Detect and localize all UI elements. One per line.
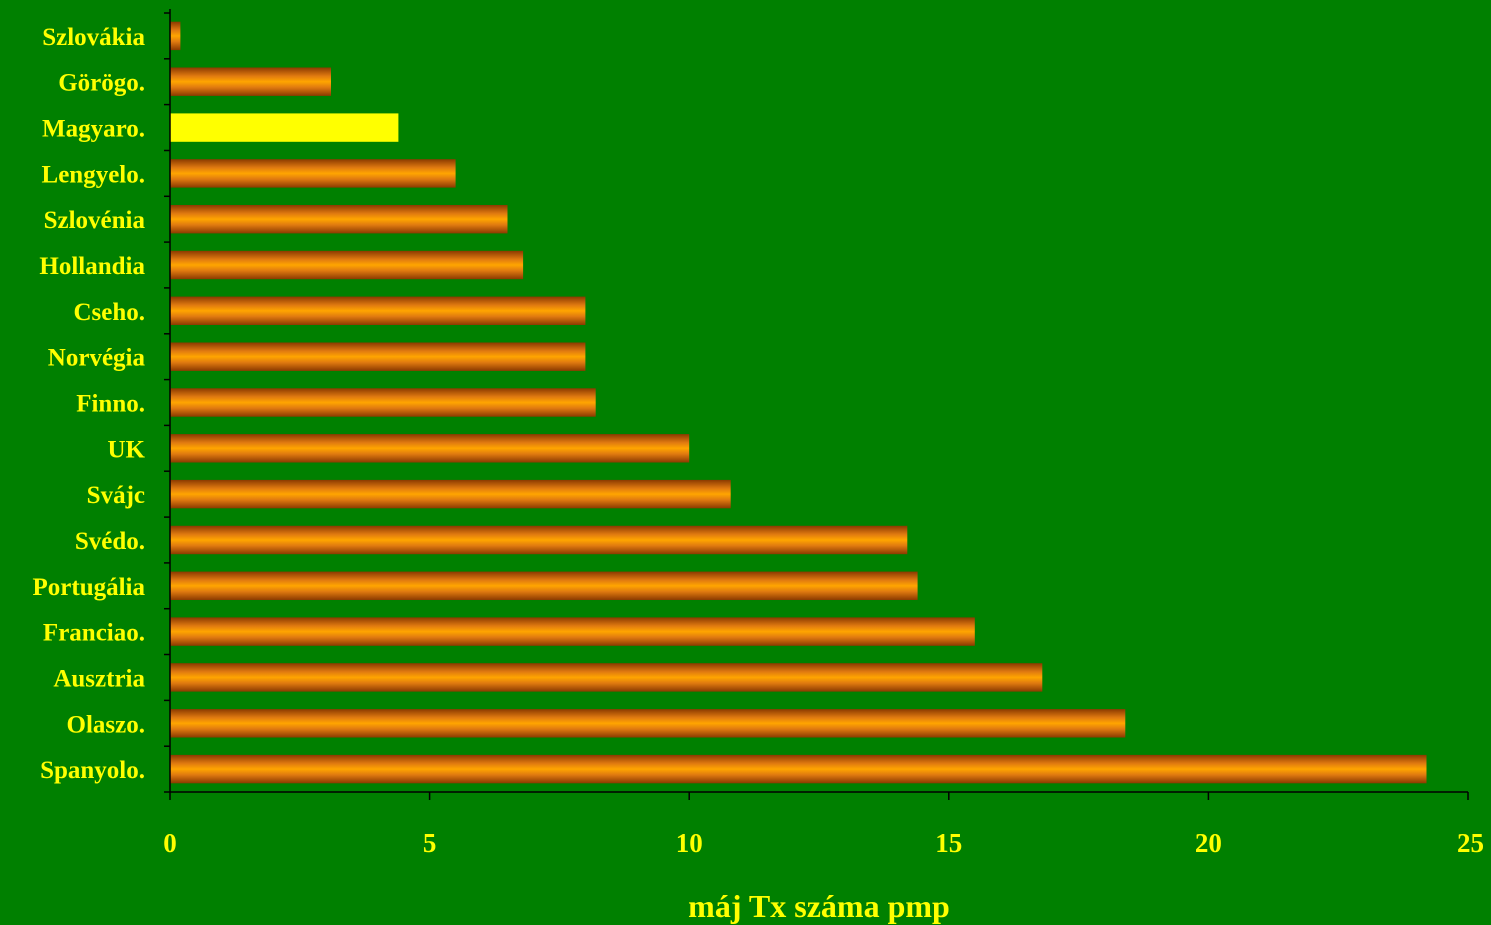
x-tick-label-2: 10 [676, 828, 703, 858]
category-label-11: Svédo. [75, 528, 145, 555]
x-axis-title: máj Tx száma pmp [688, 888, 950, 924]
bar-13 [170, 617, 975, 646]
category-label-8: Finno. [76, 391, 145, 418]
bar-4 [170, 205, 508, 234]
bar-16 [170, 754, 1427, 784]
bar-10 [170, 479, 731, 509]
category-label-1: Görögo. [58, 70, 145, 97]
category-label-3: Lengyelo. [42, 161, 145, 188]
category-label-9: UK [108, 436, 146, 463]
category-label-14: Ausztria [53, 665, 145, 692]
bar-9 [170, 434, 690, 463]
bar-1 [170, 67, 331, 96]
bars-layer [170, 21, 1427, 784]
x-tick-labels: 0 5 10 15 20 25 [163, 828, 1484, 858]
category-label-7: Norvégia [48, 345, 146, 372]
bar-8 [170, 388, 596, 417]
bar-6 [170, 296, 586, 325]
x-tick-label-4: 20 [1195, 828, 1222, 858]
category-label-5: Hollandia [39, 253, 145, 280]
category-label-6: Cseho. [73, 299, 145, 326]
bar-11 [170, 525, 908, 555]
category-label-15: Olaszo. [67, 711, 145, 738]
bar-2 [170, 113, 399, 142]
category-label-13: Franciao. [43, 620, 145, 647]
bar-0 [170, 21, 181, 51]
bar-3 [170, 159, 456, 188]
category-label-12: Portugália [33, 574, 146, 601]
x-tick-label-3: 15 [935, 828, 962, 858]
category-label-0: Szlovákia [42, 24, 145, 51]
x-tick-label-5: 25 [1457, 828, 1484, 858]
category-label-2: Magyaro. [42, 116, 145, 143]
bar-15 [170, 709, 1126, 738]
category-labels: Szlovákia Görögo. Magyaro. Lengyelo. Szlovén… [33, 24, 146, 784]
category-label-16: Spanyolo. [40, 757, 145, 784]
x-tick-label-0: 0 [163, 828, 177, 858]
bar-12 [170, 571, 918, 600]
axes-layer [164, 9, 1469, 800]
bar-5 [170, 250, 524, 280]
category-label-10: Svájc [87, 482, 145, 509]
x-tick-label-1: 5 [423, 828, 437, 858]
bar-7 [170, 342, 586, 371]
category-label-4: Szlovénia [44, 207, 146, 234]
bar-14 [170, 663, 1043, 692]
